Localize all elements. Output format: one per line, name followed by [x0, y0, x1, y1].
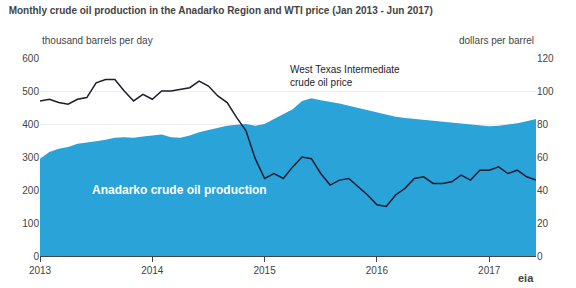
svg-text:80: 80: [537, 119, 549, 130]
svg-text:2013: 2013: [29, 265, 52, 276]
svg-text:0: 0: [537, 251, 543, 262]
svg-text:60: 60: [537, 152, 549, 163]
svg-text:West Texas Intermediatecrude o: West Texas Intermediatecrude oil price: [290, 64, 400, 88]
svg-text:Anadarko crude oil production: Anadarko crude oil production: [92, 183, 267, 197]
svg-text:2014: 2014: [141, 265, 164, 276]
svg-text:2016: 2016: [366, 265, 389, 276]
svg-text:300: 300: [22, 152, 39, 163]
svg-text:thousand barrels per day: thousand barrels per day: [42, 35, 153, 46]
svg-text:400: 400: [22, 119, 39, 130]
svg-text:0: 0: [33, 251, 39, 262]
svg-text:500: 500: [22, 86, 39, 97]
svg-text:eia: eia: [518, 272, 534, 284]
svg-text:200: 200: [22, 185, 39, 196]
svg-text:2015: 2015: [253, 265, 276, 276]
svg-text:120: 120: [537, 53, 554, 64]
svg-text:2017: 2017: [478, 265, 501, 276]
svg-text:Monthly crude oil production i: Monthly crude oil production in the Anad…: [9, 5, 433, 16]
svg-text:20: 20: [537, 218, 549, 229]
svg-text:100: 100: [22, 218, 39, 229]
svg-text:100: 100: [537, 86, 554, 97]
svg-text:40: 40: [537, 185, 549, 196]
svg-text:dollars per barrel: dollars per barrel: [459, 35, 534, 46]
svg-text:600: 600: [22, 53, 39, 64]
